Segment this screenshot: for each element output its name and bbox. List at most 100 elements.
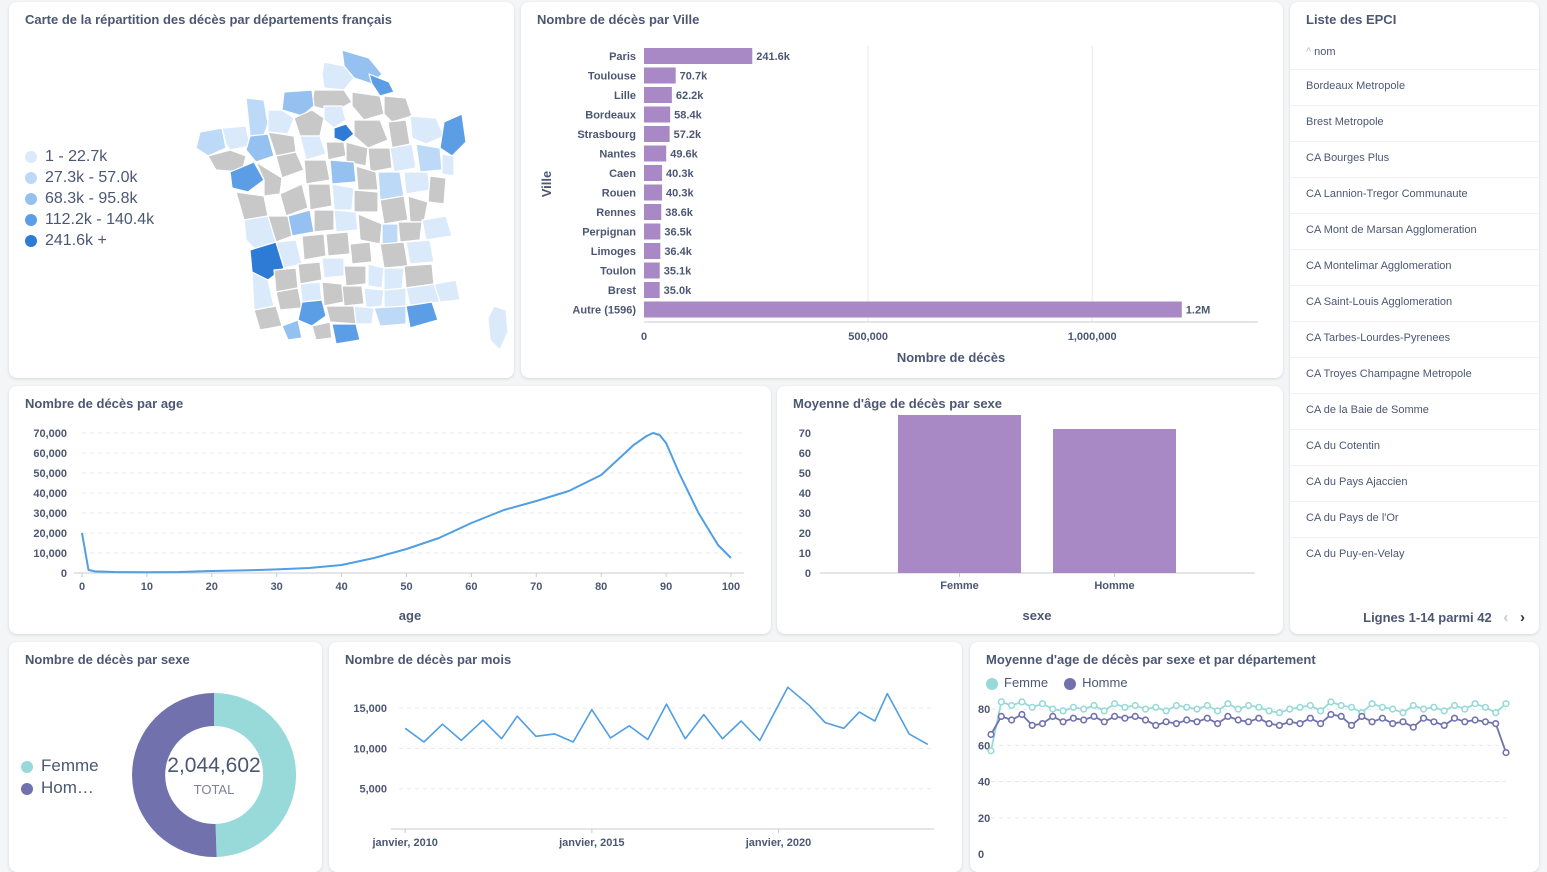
- map-region-sarthe[interactable]: [275, 151, 305, 179]
- map-region-corse[interactable]: [487, 305, 509, 351]
- ville-card-title[interactable]: Nombre de décès par Ville: [537, 12, 700, 27]
- data-point[interactable]: [1378, 703, 1387, 711]
- chevron-right-icon[interactable]: ›: [1520, 609, 1525, 626]
- sexe-card-title[interactable]: Nombre de décès par sexe: [25, 652, 190, 667]
- data-point[interactable]: [1028, 721, 1036, 729]
- data-point[interactable]: [1100, 718, 1108, 726]
- map-region-calvados[interactable]: [267, 109, 295, 135]
- data-point[interactable]: [1399, 718, 1407, 726]
- data-point[interactable]: [1080, 716, 1088, 724]
- donut-slice[interactable]: [214, 693, 297, 857]
- data-point[interactable]: [1100, 707, 1108, 715]
- map-region-bouches-du-rhone[interactable]: [373, 305, 407, 327]
- data-point[interactable]: [1275, 721, 1284, 729]
- data-point[interactable]: [1255, 714, 1263, 722]
- data-point[interactable]: [1409, 701, 1417, 710]
- data-point[interactable]: [1162, 707, 1170, 715]
- map-region-loire[interactable]: [357, 213, 383, 245]
- map-region-finistere[interactable]: [195, 127, 227, 157]
- table-row[interactable]: CA Tarbes-Lourdes-Pyrenees: [1290, 321, 1539, 357]
- map-legend-item[interactable]: 112.2k - 140.4k: [25, 211, 154, 229]
- data-point[interactable]: [1038, 719, 1047, 728]
- france-map[interactable]: [184, 44, 514, 354]
- data-point[interactable]: [1172, 719, 1180, 728]
- map-region-isere[interactable]: [379, 241, 409, 269]
- map-region-tarn[interactable]: [321, 281, 345, 307]
- table-row[interactable]: CA Montelimar Agglomeration: [1290, 249, 1539, 285]
- data-point[interactable]: [1131, 712, 1139, 720]
- data-point[interactable]: [1317, 707, 1325, 715]
- table-row[interactable]: CA du Pays de l'Or: [1290, 501, 1539, 537]
- bar[interactable]: [644, 243, 661, 259]
- data-point[interactable]: [1007, 716, 1016, 724]
- data-point[interactable]: [1481, 703, 1490, 711]
- map-card-title[interactable]: Carte de la répartition des décès par dé…: [25, 12, 393, 27]
- map-region-yonne[interactable]: [355, 165, 379, 191]
- map-region-haute-savoie[interactable]: [421, 215, 453, 241]
- data-point[interactable]: [1450, 714, 1459, 722]
- bar[interactable]: [644, 165, 663, 181]
- map-region-essonne[interactable]: [325, 141, 347, 161]
- data-point[interactable]: [1049, 712, 1057, 720]
- bar[interactable]: [644, 126, 670, 142]
- data-point[interactable]: [1420, 705, 1428, 713]
- data-point[interactable]: [1461, 718, 1469, 726]
- map-region-cher[interactable]: [331, 183, 355, 211]
- data-point[interactable]: [997, 712, 1005, 720]
- map-region-maine-et-loire[interactable]: [255, 161, 283, 197]
- data-point[interactable]: [1069, 714, 1077, 722]
- data-point[interactable]: [1481, 718, 1490, 726]
- data-point[interactable]: [1296, 703, 1304, 711]
- data-point[interactable]: [1111, 712, 1119, 720]
- data-point[interactable]: [1327, 698, 1335, 706]
- bar[interactable]: [644, 301, 1182, 318]
- data-point[interactable]: [1059, 718, 1067, 726]
- map-region-moselle[interactable]: [409, 115, 445, 145]
- map-region-herault[interactable]: [353, 305, 375, 325]
- data-point[interactable]: [1028, 703, 1036, 711]
- data-point[interactable]: [1141, 716, 1150, 724]
- data-point[interactable]: [1224, 700, 1232, 708]
- data-point[interactable]: [1306, 701, 1314, 710]
- data-point[interactable]: [1069, 703, 1077, 711]
- data-point[interactable]: [1399, 709, 1407, 717]
- data-point[interactable]: [1183, 703, 1191, 711]
- map-region-creuse[interactable]: [313, 209, 335, 233]
- map-region-saone-et-loire[interactable]: [379, 195, 409, 225]
- data-point[interactable]: [1265, 707, 1273, 715]
- map-region-loir-et-cher[interactable]: [303, 159, 331, 185]
- data-point[interactable]: [1471, 700, 1479, 708]
- map-region-manche[interactable]: [245, 97, 269, 141]
- column-header-nom[interactable]: ^ nom: [1306, 46, 1336, 58]
- table-row[interactable]: CA du Cotentin: [1290, 429, 1539, 465]
- data-point[interactable]: [1327, 710, 1335, 719]
- data-point[interactable]: [1234, 716, 1242, 724]
- bar[interactable]: [644, 87, 672, 103]
- table-row[interactable]: CA du Pays Ajaccien: [1290, 465, 1539, 501]
- map-region-lot[interactable]: [297, 261, 323, 285]
- table-row[interactable]: CA Mont de Marsan Agglomeration: [1290, 213, 1539, 249]
- bar[interactable]: [1053, 429, 1176, 573]
- data-point[interactable]: [1368, 700, 1376, 708]
- data-point[interactable]: [1368, 718, 1376, 726]
- map-region-haute-loire[interactable]: [349, 241, 373, 265]
- map-region-rhone[interactable]: [381, 223, 399, 245]
- dept-card-title[interactable]: Moyenne d'age de décès par sexe et par d…: [986, 652, 1316, 667]
- data-point[interactable]: [1265, 719, 1273, 728]
- data-point[interactable]: [1203, 714, 1211, 722]
- bar[interactable]: [644, 67, 676, 84]
- map-region-vaucluse[interactable]: [383, 287, 407, 309]
- map-region-alpes-maritimes[interactable]: [433, 279, 461, 303]
- data-point[interactable]: [1409, 723, 1417, 731]
- bar[interactable]: [644, 282, 660, 298]
- map-region-indre[interactable]: [307, 183, 333, 211]
- bar[interactable]: [644, 204, 662, 220]
- data-point[interactable]: [1244, 701, 1253, 710]
- map-region-aveyron[interactable]: [341, 285, 365, 307]
- map-region-morbihan[interactable]: [207, 149, 247, 173]
- map-region-correze[interactable]: [301, 233, 327, 261]
- sexe-legend-item[interactable]: Femme: [21, 756, 99, 776]
- data-point[interactable]: [1440, 721, 1448, 729]
- data-point[interactable]: [1358, 712, 1366, 720]
- data-point[interactable]: [1286, 705, 1294, 713]
